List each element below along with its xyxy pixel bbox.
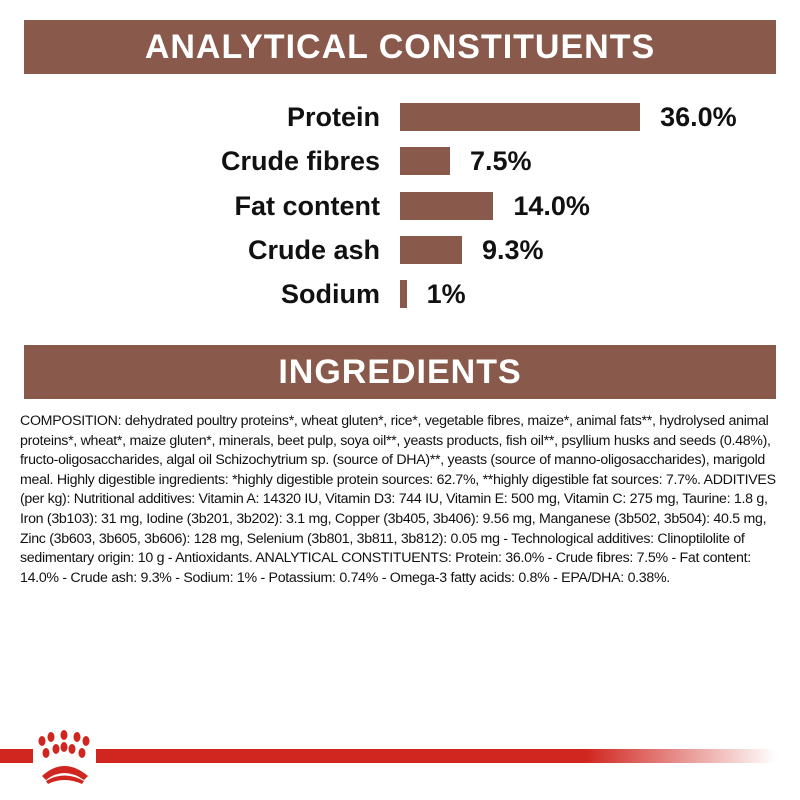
constituent-bar <box>400 192 494 220</box>
ingredients-header: INGREDIENTS <box>24 345 776 399</box>
constituent-row: Crude fibres 7.5% <box>0 143 800 179</box>
constituent-row: Sodium 1% <box>0 276 800 312</box>
constituent-value: 7.5% <box>470 146 532 176</box>
constituent-bar <box>400 280 407 308</box>
brand-line-right <box>96 749 776 763</box>
ingredients-text: COMPOSITION: dehydrated poultry proteins… <box>20 413 776 586</box>
ingredients-title: INGREDIENTS <box>278 352 522 391</box>
constituent-label: Crude ash <box>247 235 380 265</box>
constituent-row: Fat content 14.0% <box>0 188 800 224</box>
constituent-row: Crude ash 9.3% <box>0 232 800 268</box>
constituent-value: 9.3% <box>482 235 544 265</box>
constituent-value: 1% <box>426 279 466 309</box>
constituent-value: 14.0% <box>513 191 590 221</box>
constituent-label: Fat content <box>234 191 381 221</box>
analytical-title: ANALYTICAL CONSTITUENTS <box>144 27 656 66</box>
constituent-bar <box>400 103 641 131</box>
constituent-bar <box>400 147 451 175</box>
constituent-bar <box>400 236 463 264</box>
constituent-label: Protein <box>286 102 380 132</box>
constituent-value: 36.0% <box>660 102 737 132</box>
constituent-row: Protein 36.0% <box>0 99 800 135</box>
constituent-label: Sodium <box>281 279 380 309</box>
constituent-label: Crude fibres <box>220 146 380 176</box>
brand-line-left <box>0 749 33 763</box>
royal-canin-crown-icon <box>38 730 90 784</box>
analytical-header: ANALYTICAL CONSTITUENTS <box>24 20 776 74</box>
